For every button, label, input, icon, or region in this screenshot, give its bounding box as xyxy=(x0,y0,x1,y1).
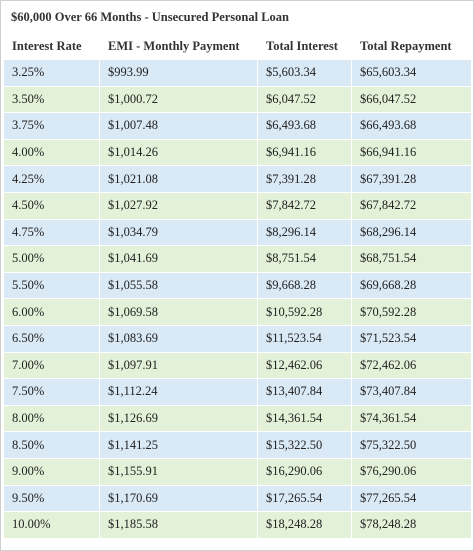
table-cell: 4.50% xyxy=(3,191,100,220)
table-cell: $1,097.91 xyxy=(99,351,258,380)
table-cell: $6,941.16 xyxy=(257,138,352,167)
table-cell: 9.00% xyxy=(3,457,100,486)
table-cell: $8,296.14 xyxy=(257,218,352,247)
table-cell: $70,592.28 xyxy=(351,298,472,326)
table-cell: $74,361.54 xyxy=(351,404,472,433)
header-cell: Total Repayment xyxy=(351,32,472,60)
table-cell: 4.75% xyxy=(3,218,100,247)
table-cell: 3.50% xyxy=(3,85,100,114)
table-cell: $1,185.58 xyxy=(99,511,258,539)
table-cell: 8.00% xyxy=(3,404,100,433)
table-cell: $15,322.50 xyxy=(257,431,352,459)
table-cell: $8,751.54 xyxy=(257,245,352,273)
loan-table: Interest Rate EMI - Monthly Payment Total … xyxy=(3,32,472,539)
table-cell: $9,668.28 xyxy=(257,271,352,300)
table-cell: $71,523.54 xyxy=(351,324,472,353)
table-cell: $16,290.06 xyxy=(257,457,352,486)
table-cell: 4.25% xyxy=(3,165,100,193)
table-cell: $78,248.28 xyxy=(351,511,472,539)
table-cell: $1,170.69 xyxy=(99,484,258,513)
table-cell: $77,265.54 xyxy=(351,484,472,513)
table-row: 6.00% $1,069.58 $10,592.28 $70,592.28 xyxy=(3,298,472,326)
table-cell: $1,112.24 xyxy=(99,378,258,406)
table-cell: 7.00% xyxy=(3,351,100,380)
table-cell: 9.50% xyxy=(3,484,100,513)
table-cell: $11,523.54 xyxy=(257,324,352,353)
table-cell: $72,462.06 xyxy=(351,351,472,380)
table-cell: $76,290.06 xyxy=(351,457,472,486)
table-cell: $12,462.06 xyxy=(257,351,352,380)
table-cell: $7,842.72 xyxy=(257,191,352,220)
header-cell: Total Interest xyxy=(257,32,352,60)
table-row: 4.50% $1,027.92 $7,842.72 $67,842.72 xyxy=(3,191,472,220)
table-cell: $1,055.58 xyxy=(99,271,258,300)
table-cell: $1,014.26 xyxy=(99,138,258,167)
table-row: 4.75% $1,034.79 $8,296.14 $68,296.14 xyxy=(3,218,472,247)
header-cell: EMI - Monthly Payment xyxy=(99,32,258,60)
header-cell: Interest Rate xyxy=(3,32,100,60)
table-cell: $993.99 xyxy=(99,59,258,87)
header-row: Interest Rate EMI - Monthly Payment Total … xyxy=(3,32,472,60)
table-cell: $1,021.08 xyxy=(99,165,258,193)
table-body: 3.25% $993.99 $5,603.34 $65,603.34 3.50% $1,0… xyxy=(3,59,472,539)
table-row: 8.00% $1,126.69 $14,361.54 $74,361.54 xyxy=(3,404,472,433)
table-row: 4.00% $1,014.26 $6,941.16 $66,941.16 xyxy=(3,138,472,167)
table-cell: $68,751.54 xyxy=(351,245,472,273)
table-row: 7.50% $1,112.24 $13,407.84 $73,407.84 xyxy=(3,378,472,406)
table-row: 5.50% $1,055.58 $9,668.28 $69,668.28 xyxy=(3,271,472,300)
table-cell: 3.25% xyxy=(3,59,100,87)
table-cell: $14,361.54 xyxy=(257,404,352,433)
table-cell: $66,941.16 xyxy=(351,138,472,167)
table-cell: $1,126.69 xyxy=(99,404,258,433)
table-row: 8.50% $1,141.25 $15,322.50 $75,322.50 xyxy=(3,431,472,459)
table-cell: 5.00% xyxy=(3,245,100,273)
table-row: 3.50% $1,000.72 $6,047.52 $66,047.52 xyxy=(3,85,472,114)
table-row: 3.75% $1,007.48 $6,493.68 $66,493.68 xyxy=(3,112,472,140)
table-cell: $1,083.69 xyxy=(99,324,258,353)
table-cell: $5,603.34 xyxy=(257,59,352,87)
table-cell: 5.50% xyxy=(3,271,100,300)
table-cell: $73,407.84 xyxy=(351,378,472,406)
table-row: 7.00% $1,097.91 $12,462.06 $72,462.06 xyxy=(3,351,472,380)
table-cell: $1,041.69 xyxy=(99,245,258,273)
table-row: 6.50% $1,083.69 $11,523.54 $71,523.54 xyxy=(3,324,472,353)
table-cell: $66,047.52 xyxy=(351,85,472,114)
table-cell: $1,069.58 xyxy=(99,298,258,326)
table-cell: $6,047.52 xyxy=(257,85,352,114)
table-cell: $13,407.84 xyxy=(257,378,352,406)
table-cell: $75,322.50 xyxy=(351,431,472,459)
table-cell: 7.50% xyxy=(3,378,100,406)
table-cell: $18,248.28 xyxy=(257,511,352,539)
table-cell: $17,265.54 xyxy=(257,484,352,513)
table-cell: $1,000.72 xyxy=(99,85,258,114)
table-cell: $1,141.25 xyxy=(99,431,258,459)
table-cell: 4.00% xyxy=(3,138,100,167)
table-cell: $67,842.72 xyxy=(351,191,472,220)
table-cell: 8.50% xyxy=(3,431,100,459)
table-cell: $66,493.68 xyxy=(351,112,472,140)
table-cell: $7,391.28 xyxy=(257,165,352,193)
table-cell: $67,391.28 xyxy=(351,165,472,193)
table-cell: $65,603.34 xyxy=(351,59,472,87)
table-cell: $1,007.48 xyxy=(99,112,258,140)
table-cell: 6.00% xyxy=(3,298,100,326)
table-cell: $1,027.92 xyxy=(99,191,258,220)
table-cell: $68,296.14 xyxy=(351,218,472,247)
table-title: $60,000 Over 66 Months - Unsecured Perso… xyxy=(11,10,290,24)
table-row: 9.50% $1,170.69 $17,265.54 $77,265.54 xyxy=(3,484,472,513)
table-row: 3.25% $993.99 $5,603.34 $65,603.34 xyxy=(3,59,472,87)
table-cell: 6.50% xyxy=(3,324,100,353)
table-cell: $6,493.68 xyxy=(257,112,352,140)
table-row: 4.25% $1,021.08 $7,391.28 $67,391.28 xyxy=(3,165,472,193)
table-cell: $1,034.79 xyxy=(99,218,258,247)
table-cell: $1,155.91 xyxy=(99,457,258,486)
table-row: 10.00% $1,185.58 $18,248.28 $78,248.28 xyxy=(3,511,472,539)
table-cell: 10.00% xyxy=(3,511,100,539)
table-row: 5.00% $1,041.69 $8,751.54 $68,751.54 xyxy=(3,245,472,273)
table-row: 9.00% $1,155.91 $16,290.06 $76,290.06 xyxy=(3,457,472,486)
table-cell: $10,592.28 xyxy=(257,298,352,326)
table-cell: $69,668.28 xyxy=(351,271,472,300)
table-cell: 3.75% xyxy=(3,112,100,140)
